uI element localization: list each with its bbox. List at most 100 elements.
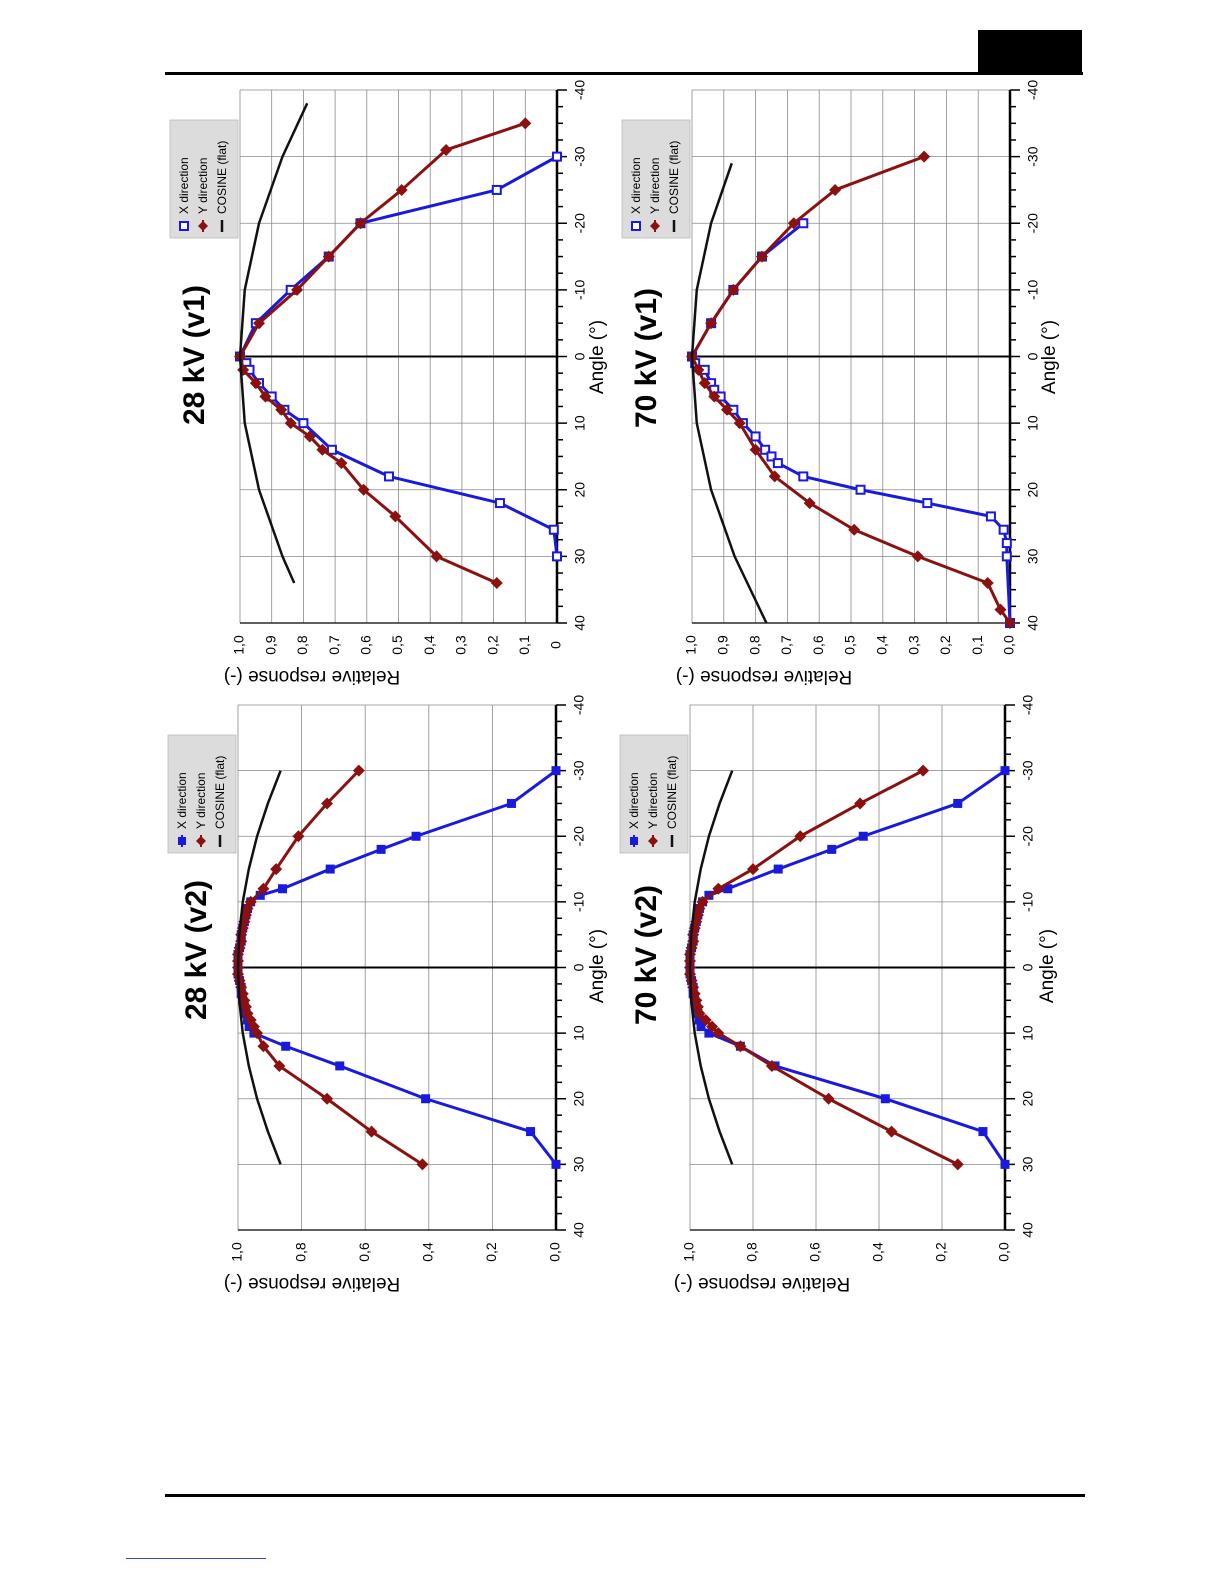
data-point-open-square xyxy=(494,498,505,509)
data-point-square xyxy=(335,1061,345,1071)
x-axis-label: Angle (°) xyxy=(1039,320,1060,394)
response-tick-label: 0,5 xyxy=(389,635,405,655)
angle-tick-label: 20 xyxy=(1025,482,1041,498)
angle-tick-label: 30 xyxy=(571,1156,587,1172)
angle-tick-label: 0 xyxy=(1025,352,1041,360)
series-line-cosine-flat- xyxy=(688,770,734,1165)
response-tick-label: 0,4 xyxy=(870,1242,886,1262)
legend-swatch-square xyxy=(178,837,186,845)
angle-tick-label: 30 xyxy=(1020,1156,1036,1172)
legend-label: Y direction xyxy=(196,158,210,214)
data-point-open-square xyxy=(548,524,559,535)
data-point-diamond xyxy=(292,830,305,843)
series-line-y-direction xyxy=(238,121,526,585)
data-point-diamond xyxy=(395,183,408,196)
legend-swatch-diamond xyxy=(196,836,206,846)
data-point-open-square xyxy=(326,444,337,455)
data-point-diamond xyxy=(490,577,503,590)
data-point-diamond xyxy=(705,317,718,330)
response-tick-label: 0,8 xyxy=(292,1242,308,1262)
legend-label: COSINE (flat) xyxy=(213,756,227,829)
footer-rule xyxy=(165,1494,1085,1497)
angle-tick-label: -40 xyxy=(1025,80,1041,100)
response-tick-label: 1,0 xyxy=(681,1242,697,1262)
angle-tick-label: -30 xyxy=(1025,146,1041,166)
data-point-diamond xyxy=(273,1059,286,1072)
data-point-diamond xyxy=(321,1092,334,1105)
footnote-separator xyxy=(126,1558,266,1559)
legend-box xyxy=(169,119,239,239)
x-axis-label: Angle (°) xyxy=(1037,929,1058,1003)
data-point-square xyxy=(376,844,386,854)
data-point-square xyxy=(694,1015,704,1025)
response-tick-label: 0,2 xyxy=(484,635,500,655)
data-point-diamond xyxy=(1004,617,1016,629)
data-point-diamond xyxy=(251,1027,264,1040)
data-point-diamond xyxy=(257,1040,270,1053)
response-tick-label: 0,3 xyxy=(453,635,469,655)
data-point-diamond xyxy=(284,417,297,430)
response-tick-label: 0 xyxy=(548,641,564,649)
data-point-diamond xyxy=(951,1158,964,1171)
data-point-square xyxy=(421,1094,431,1104)
legend-swatch-diamond xyxy=(198,221,208,231)
data-point-square xyxy=(526,1127,536,1137)
response-tick-label: 0,7 xyxy=(778,635,794,655)
chart-title: 70 kV (v1) xyxy=(630,288,663,428)
angle-tick-label: -20 xyxy=(1020,826,1036,846)
data-point-diamond xyxy=(365,1125,378,1138)
response-tick-label: 0,8 xyxy=(744,1242,760,1262)
response-tick-label: 0,5 xyxy=(842,635,858,655)
data-point-diamond xyxy=(321,797,334,810)
data-point-diamond xyxy=(749,443,762,456)
response-tick-label: 1,0 xyxy=(229,1242,245,1262)
legend-label: Y direction xyxy=(194,773,208,829)
legend-label: X direction xyxy=(629,157,643,214)
data-point-diamond xyxy=(291,283,304,296)
response-tick-label: 0,3 xyxy=(905,635,921,655)
data-point-square xyxy=(773,864,783,874)
angle-tick-label: 40 xyxy=(1020,1222,1036,1238)
legend-swatch-open-square xyxy=(631,221,641,231)
data-point-diamond xyxy=(303,430,316,443)
data-point-diamond xyxy=(430,550,443,563)
legend-box xyxy=(619,734,689,854)
angle-tick-label: 40 xyxy=(571,1222,587,1238)
angle-tick-label: -10 xyxy=(572,280,588,300)
angle-tick-label: 10 xyxy=(571,1025,587,1041)
data-point-open-square xyxy=(750,431,761,442)
data-point-diamond xyxy=(416,1158,429,1171)
data-point-square xyxy=(978,1127,988,1137)
data-point-diamond xyxy=(440,143,453,156)
data-point-diamond xyxy=(733,417,746,430)
data-point-diamond xyxy=(693,1007,706,1020)
data-point-diamond xyxy=(335,457,348,470)
angle-tick-label: -20 xyxy=(572,213,588,233)
data-point-diamond xyxy=(885,1125,898,1138)
data-point-diamond xyxy=(720,403,733,416)
response-tick-label: 0,4 xyxy=(420,1242,436,1262)
data-point-open-square xyxy=(552,151,562,162)
response-tick-label: 0,6 xyxy=(358,635,374,655)
legend-swatch-diamond xyxy=(648,836,658,846)
angle-tick-label: 0 xyxy=(572,352,588,360)
data-point-open-square xyxy=(491,184,502,195)
data-point-square xyxy=(255,890,265,900)
angle-tick-label: -10 xyxy=(571,892,587,912)
angle-tick-label: -30 xyxy=(572,146,588,166)
data-point-diamond xyxy=(519,117,532,130)
data-point-diamond xyxy=(848,523,861,536)
data-point-diamond xyxy=(755,250,768,263)
data-point-diamond xyxy=(918,150,931,163)
data-point-square xyxy=(1000,1159,1010,1169)
chart-title: 28 kV (v2) xyxy=(180,880,213,1020)
data-point-diamond xyxy=(259,390,272,403)
data-point-open-square xyxy=(798,471,809,482)
data-point-square xyxy=(704,1028,714,1038)
angle-tick-label: 10 xyxy=(1025,415,1041,431)
legend-swatch-open-square xyxy=(179,221,189,231)
data-point-diamond xyxy=(994,603,1007,616)
angle-tick-label: -10 xyxy=(1025,280,1041,300)
response-tick-label: 0,0 xyxy=(1001,635,1017,655)
response-tick-label: 0,2 xyxy=(937,635,953,655)
